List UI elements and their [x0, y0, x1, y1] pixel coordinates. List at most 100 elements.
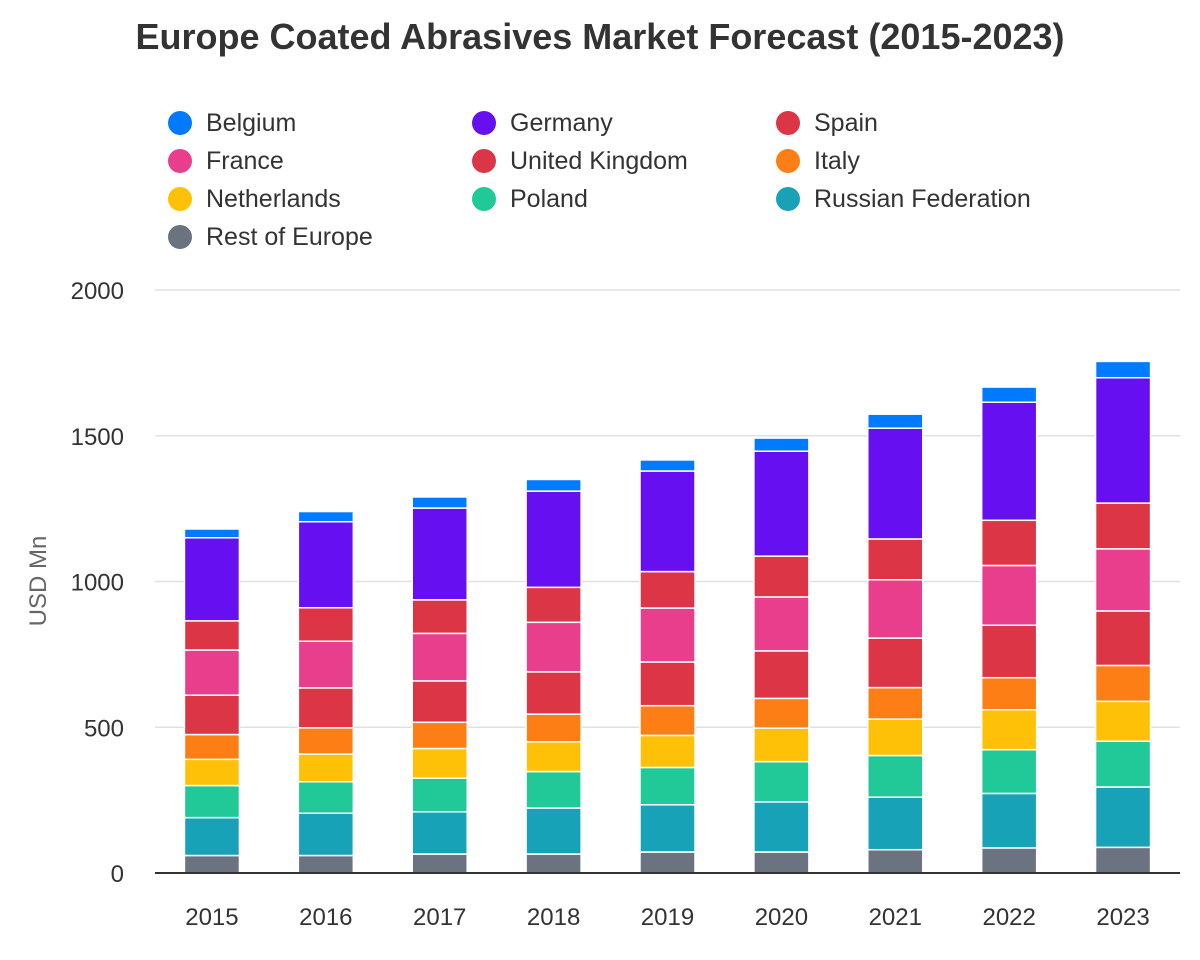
bar-segment-netherlands[interactable]: Netherlands 2019: 110: [639, 734, 696, 769]
legend-item-united-kingdom[interactable]: United Kingdom: [472, 142, 688, 180]
bar-segment-belgium[interactable]: Belgium 2018: 40: [525, 478, 582, 492]
bar-segment-rest-of-europe[interactable]: Rest of Europe 2015: 60: [183, 854, 241, 874]
bar-segment-poland[interactable]: Poland 2023: 157: [1094, 740, 1152, 788]
legend-item-netherlands[interactable]: Netherlands: [168, 180, 341, 218]
bar-segment-poland[interactable]: Poland 2015: 110: [183, 784, 241, 819]
bar-segment-italy[interactable]: Italy 2017: 90: [411, 721, 468, 750]
bar-segment-spain[interactable]: Spain 2020: 140: [753, 555, 810, 598]
bar-segment-germany[interactable]: Germany 2017: 315: [411, 507, 468, 601]
bar-segment-italy[interactable]: Italy 2016: 90: [297, 727, 355, 755]
legend-item-poland[interactable]: Poland: [472, 180, 588, 218]
bar-segment-italy[interactable]: Italy 2022: 110: [980, 676, 1038, 711]
bar-segment-united-kingdom[interactable]: United Kingdom 2023: 187: [1094, 610, 1152, 667]
legend-item-russian-federation[interactable]: Russian Federation: [776, 180, 1031, 218]
bar-segment-germany[interactable]: Germany 2016: 295: [297, 520, 355, 609]
bar-segment-rest-of-europe[interactable]: Rest of Europe 2018: 65: [525, 853, 582, 874]
bar-segment-poland[interactable]: Poland 2021: 143: [867, 754, 924, 798]
bar-segment-russian-federation[interactable]: Russian Federation 2021: 180: [867, 796, 924, 851]
bar-segment-germany[interactable]: Germany 2020: 360: [753, 450, 810, 557]
bar-segment-united-kingdom[interactable]: United Kingdom 2016: 137: [297, 687, 355, 729]
bar-segment-netherlands[interactable]: Netherlands 2022: 137: [980, 709, 1038, 751]
bar-segment-belgium[interactable]: Belgium 2022: 52: [980, 386, 1038, 403]
bar-segment-spain[interactable]: Spain 2019: 125: [639, 570, 696, 609]
bar-segment-france[interactable]: France 2023: 213: [1094, 548, 1152, 612]
bar-segment-rest-of-europe[interactable]: Rest of Europe 2019: 72: [639, 851, 696, 874]
bar-segment-belgium[interactable]: Belgium 2015: 30: [183, 528, 241, 539]
bar-segment-italy[interactable]: Italy 2015: 85: [183, 733, 241, 761]
bar-segment-italy[interactable]: Italy 2019: 102: [639, 704, 696, 737]
bar-segment-belgium[interactable]: Belgium 2020: 45: [753, 437, 810, 452]
bar-segment-netherlands[interactable]: Netherlands 2016: 95: [297, 753, 355, 783]
bar-segment-france[interactable]: France 2022: 205: [980, 564, 1038, 626]
bar-segment-france[interactable]: France 2021: 200: [867, 579, 924, 639]
bar-segment-netherlands[interactable]: Netherlands 2021: 125: [867, 718, 924, 757]
bar-segment-spain[interactable]: Spain 2017: 115: [411, 599, 468, 635]
bar-segment-russian-federation[interactable]: Russian Federation 2023: 207: [1094, 786, 1152, 849]
bar-segment-belgium[interactable]: Belgium 2019: 38: [639, 459, 696, 472]
bar-segment-poland[interactable]: Poland 2020: 138: [753, 760, 810, 803]
bar-segment-netherlands[interactable]: Netherlands 2017: 102: [411, 747, 468, 780]
bar-segment-united-kingdom[interactable]: United Kingdom 2019: 150: [639, 661, 696, 707]
bar-segment-poland[interactable]: Poland 2018: 125: [525, 770, 582, 809]
bar-segment-spain[interactable]: Spain 2016: 115: [297, 606, 355, 643]
bar-segment-rest-of-europe[interactable]: Rest of Europe 2023: 88: [1094, 846, 1152, 874]
bar-segment-france[interactable]: France 2017: 163: [411, 632, 468, 682]
bar-segment-italy[interactable]: Italy 2021: 108: [867, 686, 924, 720]
bar-segment-germany[interactable]: Germany 2019: 345: [639, 470, 696, 573]
bar-segment-poland[interactable]: Poland 2016: 108: [297, 781, 355, 814]
bar-segment-germany[interactable]: Germany 2023: 430: [1094, 376, 1152, 504]
legend-item-spain[interactable]: Spain: [776, 104, 878, 142]
bar-segment-italy[interactable]: Italy 2020: 102: [753, 697, 810, 729]
bar-segment-united-kingdom[interactable]: United Kingdom 2020: 163: [753, 650, 810, 700]
bar-segment-rest-of-europe[interactable]: Rest of Europe 2016: 60: [297, 854, 355, 874]
legend-item-rest-of-europe[interactable]: Rest of Europe: [168, 218, 373, 256]
bar-segment-spain[interactable]: Spain 2018: 120: [525, 586, 582, 624]
bar-segment-germany[interactable]: Germany 2022: 405: [980, 401, 1038, 522]
bar-segment-netherlands[interactable]: Netherlands 2020: 115: [753, 727, 810, 763]
bar-segment-russian-federation[interactable]: Russian Federation 2015: 130: [183, 816, 241, 857]
bar-segment-netherlands[interactable]: Netherlands 2015: 90: [183, 758, 241, 787]
bar-segment-netherlands[interactable]: Netherlands 2023: 137: [1094, 700, 1152, 742]
bar-segment-italy[interactable]: Italy 2023: 123: [1094, 664, 1152, 703]
bar-segment-poland[interactable]: Poland 2017: 115: [411, 777, 468, 813]
bar-segment-spain[interactable]: Spain 2015: 100: [183, 620, 241, 651]
bar-segment-russian-federation[interactable]: Russian Federation 2017: 145: [411, 811, 468, 855]
bar-segment-russian-federation[interactable]: Russian Federation 2022: 187: [980, 792, 1038, 849]
legend-item-belgium[interactable]: Belgium: [168, 104, 296, 142]
bar-segment-russian-federation[interactable]: Russian Federation 2018: 158: [525, 807, 582, 855]
bar-segment-spain[interactable]: Spain 2022: 155: [980, 519, 1038, 567]
bar-segment-united-kingdom[interactable]: United Kingdom 2018: 145: [525, 671, 582, 715]
legend-item-france[interactable]: France: [168, 142, 284, 180]
bar-segment-italy[interactable]: Italy 2018: 95: [525, 713, 582, 743]
bar-segment-rest-of-europe[interactable]: Rest of Europe 2017: 65: [411, 853, 468, 874]
legend-item-germany[interactable]: Germany: [472, 104, 613, 142]
bar-segment-united-kingdom[interactable]: United Kingdom 2022: 180: [980, 624, 1038, 679]
bar-segment-germany[interactable]: Germany 2015: 285: [183, 537, 241, 622]
bar-segment-france[interactable]: France 2019: 185: [639, 607, 696, 663]
bar-segment-belgium[interactable]: Belgium 2017: 38: [411, 496, 468, 509]
bar-segment-poland[interactable]: Poland 2022: 150: [980, 748, 1038, 795]
bar-segment-netherlands[interactable]: Netherlands 2018: 102: [525, 741, 582, 773]
bar-segment-germany[interactable]: Germany 2018: 330: [525, 490, 582, 589]
bar-segment-belgium[interactable]: Belgium 2023: 56: [1094, 360, 1152, 379]
legend-item-italy[interactable]: Italy: [776, 142, 860, 180]
bar-segment-united-kingdom[interactable]: United Kingdom 2021: 170: [867, 637, 924, 689]
bar-segment-rest-of-europe[interactable]: Rest of Europe 2022: 86: [980, 847, 1038, 874]
bar-segment-france[interactable]: France 2020: 185: [753, 596, 810, 652]
bar-segment-rest-of-europe[interactable]: Rest of Europe 2021: 80: [867, 848, 924, 874]
bar-segment-belgium[interactable]: Belgium 2021: 48: [867, 413, 924, 429]
bar-segment-poland[interactable]: Poland 2019: 128: [639, 766, 696, 806]
bar-segment-spain[interactable]: Spain 2023: 157: [1094, 502, 1152, 550]
bar-segment-rest-of-europe[interactable]: Rest of Europe 2020: 72: [753, 851, 810, 874]
bar-segment-united-kingdom[interactable]: United Kingdom 2015: 135: [183, 694, 241, 736]
bar-segment-russian-federation[interactable]: Russian Federation 2020: 172: [753, 801, 810, 853]
bar-segment-russian-federation[interactable]: Russian Federation 2019: 162: [639, 804, 696, 853]
bar-segment-united-kingdom[interactable]: United Kingdom 2017: 142: [411, 680, 468, 724]
bar-segment-france[interactable]: France 2018: 170: [525, 621, 582, 673]
bar-segment-germany[interactable]: Germany 2021: 380: [867, 427, 924, 540]
bar-segment-belgium[interactable]: Belgium 2016: 35: [297, 510, 355, 523]
bar-segment-france[interactable]: France 2015: 155: [183, 649, 241, 696]
bar-segment-spain[interactable]: Spain 2021: 140: [867, 538, 924, 581]
bar-segment-russian-federation[interactable]: Russian Federation 2016: 145: [297, 812, 355, 857]
bar-segment-france[interactable]: France 2016: 160: [297, 640, 355, 689]
